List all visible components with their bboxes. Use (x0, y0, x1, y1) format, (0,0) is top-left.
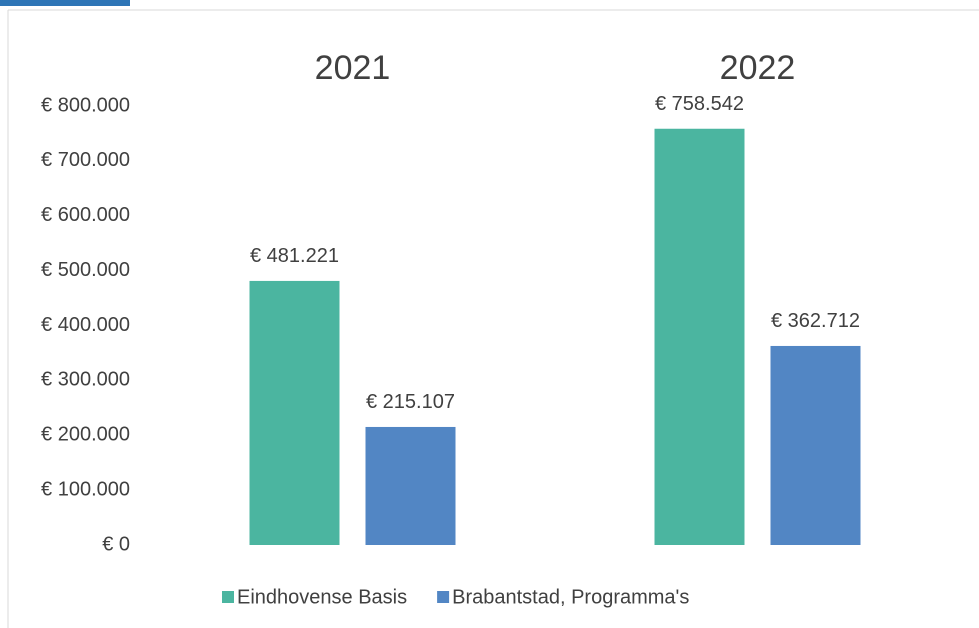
legend-label: Brabantstad, Programma's (452, 586, 689, 608)
y-tick-label: € 400.000 (41, 314, 130, 336)
category-label: 2022 (720, 49, 796, 87)
y-tick-label: € 800.000 (41, 94, 130, 116)
y-tick-label: € 100.000 (41, 478, 130, 500)
y-tick-label: € 300.000 (41, 369, 130, 391)
bar (770, 345, 861, 545)
legend-swatch (437, 591, 450, 603)
y-tick-label: € 0 (102, 533, 130, 555)
legend-label: Eindhovense Basis (237, 586, 407, 608)
y-tick-label: € 200.000 (41, 424, 130, 446)
bar (654, 128, 745, 546)
bar (249, 280, 340, 545)
header-fragment (0, 0, 130, 6)
legend-swatch (222, 591, 234, 603)
data-label: € 481.221 (250, 245, 339, 267)
bar (365, 426, 456, 545)
data-label: € 215.107 (366, 391, 455, 413)
category-label: 2021 (315, 49, 391, 87)
data-label: € 758.542 (655, 93, 744, 115)
data-label: € 362.712 (771, 310, 860, 332)
y-tick-label: € 600.000 (41, 204, 130, 226)
y-tick-label: € 700.000 (41, 149, 130, 171)
y-tick-label: € 500.000 (41, 259, 130, 281)
